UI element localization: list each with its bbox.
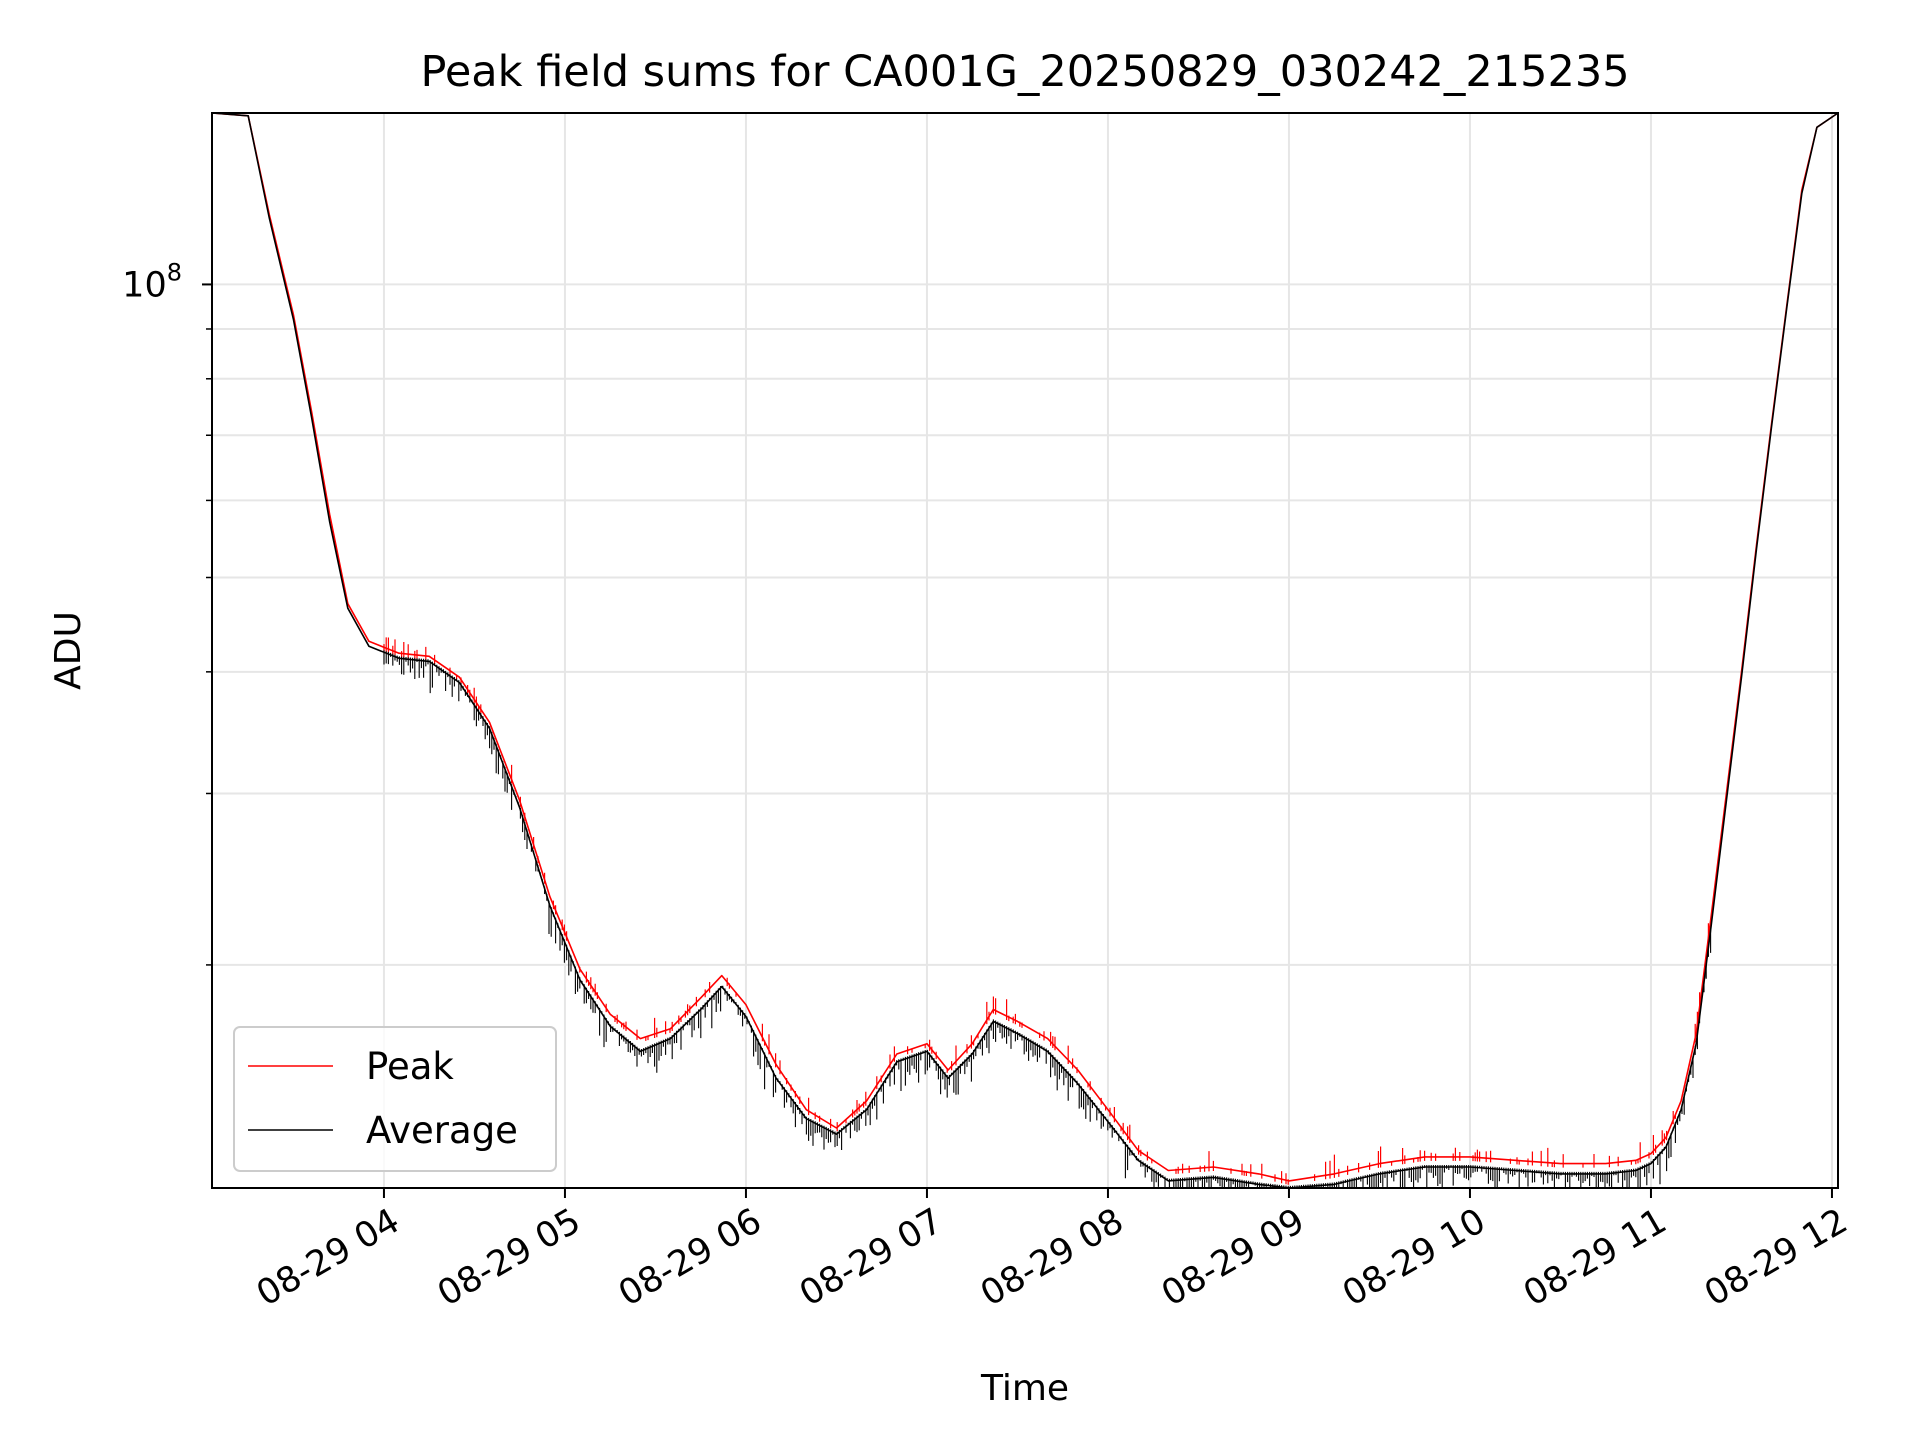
x-axis-title: Time (980, 1368, 1069, 1409)
legend: Peak Average (233, 1026, 557, 1172)
chart-title: Peak field sums for CA001G_20250829_0302… (420, 47, 1629, 97)
legend-label-peak: Peak (366, 1045, 454, 1088)
series-line-peak (211, 112, 1839, 1182)
series-lines (211, 112, 1839, 1189)
y-tick-label-base: 10 (122, 265, 167, 305)
y-axis-title: ADU (48, 611, 89, 690)
series-line-average (211, 112, 1839, 1189)
plot-frame (211, 112, 1839, 1189)
legend-box (233, 1026, 557, 1172)
legend-label-average: Average (366, 1109, 518, 1152)
y-axis-ticks: 108 (122, 258, 212, 966)
y-tick-label: 108 (122, 258, 182, 305)
y-tick-label-exponent: 8 (167, 258, 182, 286)
grid (212, 113, 1838, 1188)
